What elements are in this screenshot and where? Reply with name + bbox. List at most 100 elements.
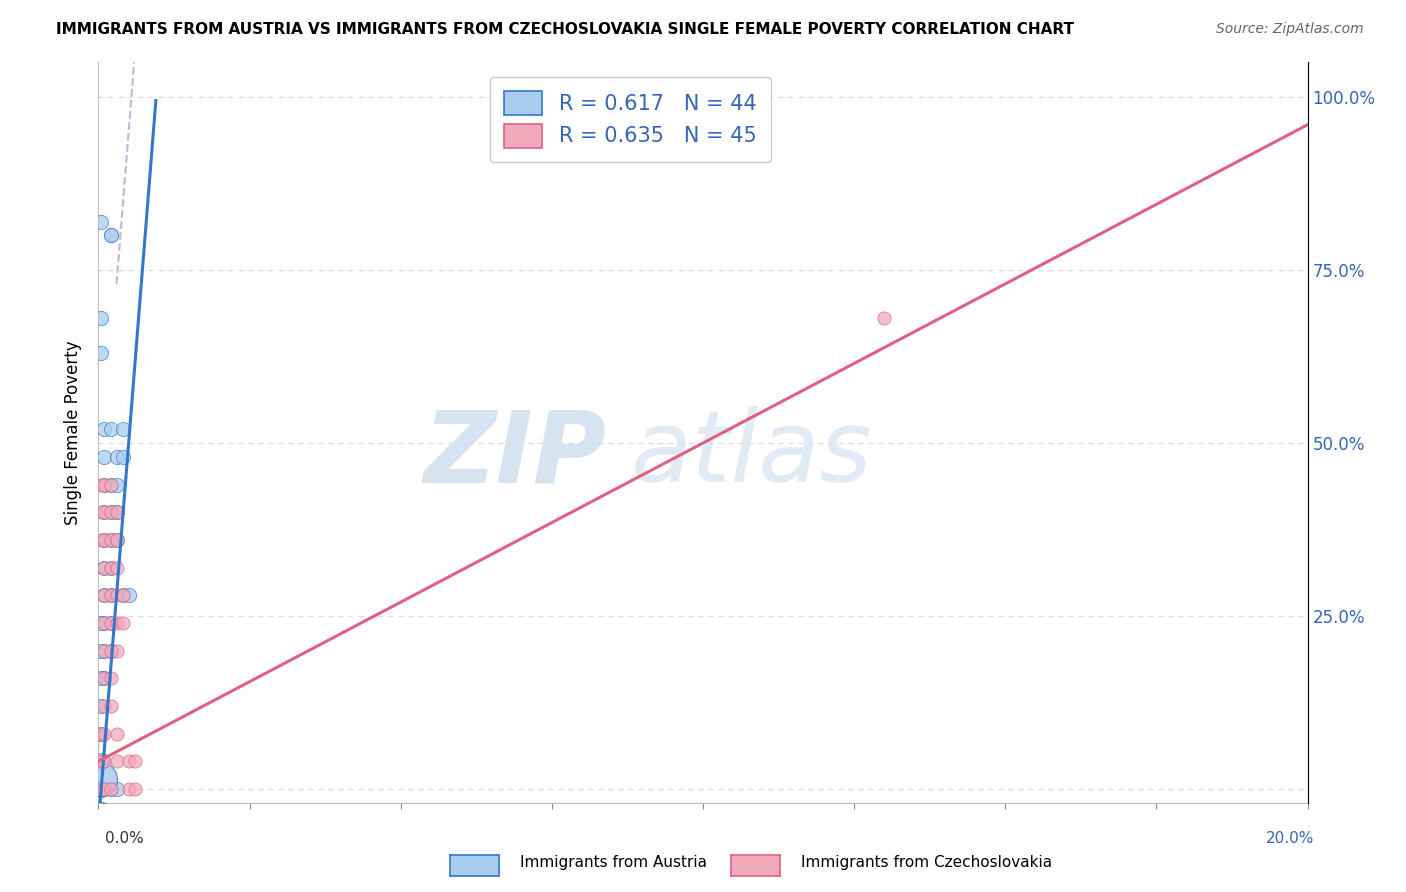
Point [105,505,128,519]
Point [100,228,122,243]
Point [93,643,115,657]
Point [118,754,141,768]
Point [93,643,115,657]
Point [93,698,115,713]
Point [111,588,134,602]
Point [105,781,128,796]
Point [89,772,111,786]
Point [100,588,122,602]
Text: IMMIGRANTS FROM AUSTRIA VS IMMIGRANTS FROM CZECHOSLOVAKIA SINGLE FEMALE POVERTY : IMMIGRANTS FROM AUSTRIA VS IMMIGRANTS FR… [56,22,1074,37]
Point [111,422,134,436]
Point [118,781,141,796]
Point [93,477,115,491]
Text: ZIP: ZIP [423,407,606,503]
Point [100,781,122,796]
Point [93,505,115,519]
Point [90,477,112,491]
Point [124,754,146,768]
Point [100,477,122,491]
Point [100,477,122,491]
Point [93,754,115,768]
Point [93,588,115,602]
Point [100,560,122,574]
Y-axis label: Single Female Poverty: Single Female Poverty [65,341,83,524]
Point [90,671,112,685]
Legend: R = 0.617   N = 44, R = 0.635   N = 45: R = 0.617 N = 44, R = 0.635 N = 45 [489,77,770,162]
Point [100,643,122,657]
Point [90,781,112,796]
Point [93,533,115,547]
Point [100,533,122,547]
Point [100,228,122,243]
Text: Immigrants from Austria: Immigrants from Austria [520,855,707,870]
Point [90,754,112,768]
Point [93,505,115,519]
Point [100,422,122,436]
Point [90,346,112,360]
Point [118,588,141,602]
Point [93,450,115,464]
Point [105,643,128,657]
Point [93,588,115,602]
Point [90,505,112,519]
Point [105,477,128,491]
Point [90,643,112,657]
Point [93,671,115,685]
Point [100,615,122,630]
Point [873,311,896,326]
Point [100,505,122,519]
Point [93,615,115,630]
Point [90,615,112,630]
Point [100,588,122,602]
Point [111,615,134,630]
Point [90,803,112,817]
Point [111,450,134,464]
Point [90,311,112,326]
Point [90,533,112,547]
Point [93,560,115,574]
Point [105,450,128,464]
Point [93,726,115,740]
Point [105,560,128,574]
Point [93,533,115,547]
Point [105,533,128,547]
Point [124,781,146,796]
Point [93,671,115,685]
Point [100,505,122,519]
Point [100,643,122,657]
Text: 0.0%: 0.0% [105,831,145,846]
Point [100,698,122,713]
Point [90,823,112,838]
Text: Source: ZipAtlas.com: Source: ZipAtlas.com [1216,22,1364,37]
Point [90,214,112,228]
Point [93,803,115,817]
Text: 20.0%: 20.0% [1267,831,1315,846]
Point [90,698,112,713]
Point [100,615,122,630]
Point [90,803,112,817]
Point [90,726,112,740]
Point [93,422,115,436]
Text: atlas: atlas [630,407,872,503]
Point [105,754,128,768]
Point [100,560,122,574]
Point [105,505,128,519]
Point [105,533,128,547]
Point [93,477,115,491]
Point [90,781,112,796]
Point [100,533,122,547]
Point [93,615,115,630]
Point [93,560,115,574]
Point [90,754,112,768]
Point [105,726,128,740]
Point [100,781,122,796]
Text: Immigrants from Czechoslovakia: Immigrants from Czechoslovakia [801,855,1053,870]
Point [105,588,128,602]
Point [93,803,115,817]
Point [90,726,112,740]
Point [100,671,122,685]
Point [93,781,115,796]
Point [105,615,128,630]
Point [93,781,115,796]
Point [111,588,134,602]
